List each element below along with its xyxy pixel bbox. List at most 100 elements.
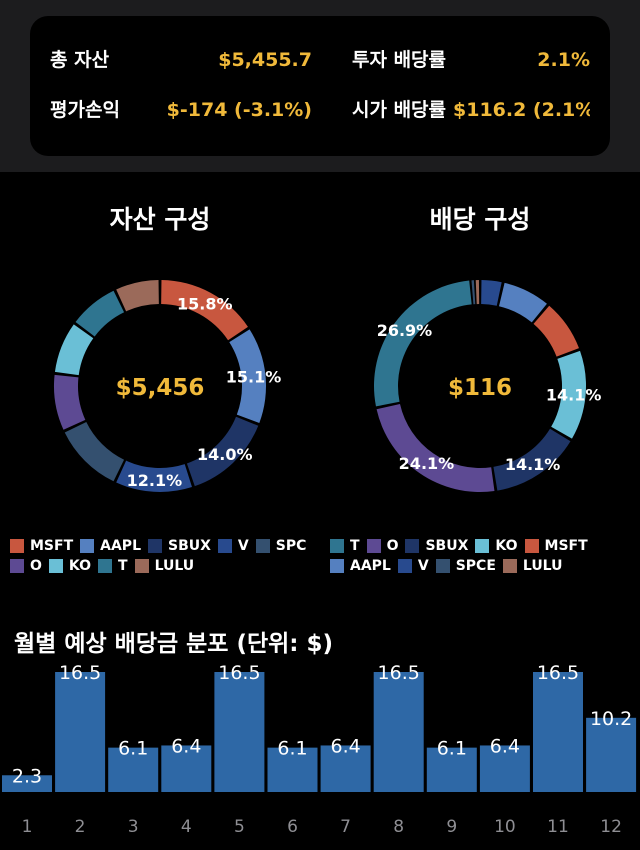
dividend-slice-label: 26.9% — [377, 321, 433, 340]
asset-slice-label: 15.8% — [177, 294, 233, 313]
asset-legend-label: O — [30, 558, 42, 574]
asset-chart-title: 자산 구성 — [109, 205, 211, 234]
dividend-slice-o — [376, 403, 495, 492]
dividend-slice-spce — [471, 280, 476, 305]
bar-month-8 — [373, 672, 424, 792]
month-tick-label: 12 — [600, 817, 622, 837]
monthly-bar-chart-title: 월별 예상 배당금 분포 (단위: $) — [14, 631, 334, 657]
bar-value-label: 10.2 — [590, 708, 632, 730]
asset-legend-swatch — [217, 539, 232, 553]
dividend-legend-item-ko: KO — [475, 536, 518, 556]
asset-legend: MSFT AAPL SBUX V SPC O KO T LULU — [10, 536, 322, 576]
asset-legend-swatch — [98, 559, 113, 573]
asset-legend-item-msft: MSFT — [10, 536, 73, 556]
asset-legend-item-ko: KO — [48, 556, 92, 576]
asset-slice-msft — [161, 280, 248, 341]
dividend-slice-aapl — [499, 282, 547, 323]
asset-slice-ko — [54, 324, 94, 376]
month-tick-label: 1 — [22, 817, 33, 837]
asset-legend-label: KO — [68, 558, 92, 574]
asset-legend-swatch — [48, 559, 63, 573]
bar-month-12 — [586, 717, 637, 792]
asset-legend-label: T — [118, 558, 128, 574]
asset-legend-item-sbux: SBUX — [148, 536, 211, 556]
dividend-legend-item-aapl: AAPL — [330, 556, 391, 576]
dividend-legend-item-spce: SPCE — [435, 556, 496, 576]
month-tick-label: 2 — [75, 817, 86, 837]
dividend-chart-title: 배당 구성 — [429, 205, 531, 234]
summary-card: 총 자산 $5,455.7 투자 배당률 2.1% 평가손익 $-174 (-3… — [30, 16, 610, 156]
month-tick-label: 9 — [446, 817, 457, 837]
invest-yield-value: 2.1% — [537, 49, 590, 71]
asset-legend-item-t: T — [98, 556, 128, 576]
monthly-dividend-bar-chart: 2.3 1 16.5 2 6.1 3 6.4 4 16.5 5 6.1 6 6.4 7 16.5 8 6.1 9 6… — [2, 662, 637, 837]
asset-legend-swatch — [80, 539, 95, 553]
bar-month-6 — [267, 747, 318, 792]
month-tick-label: 4 — [181, 817, 192, 837]
dividend-legend-label: V — [417, 558, 429, 574]
dividend-slice-ko — [551, 350, 586, 439]
dividend-slice-label: 24.1% — [399, 454, 455, 473]
dividend-slice-msft — [533, 305, 579, 357]
dividend-legend-item-t: T — [330, 536, 360, 556]
asset-donut-chart: 15.8% 15.1% 14.0% 12.1% $5,456 — [54, 280, 281, 492]
asset-legend-item-o: O — [10, 556, 42, 576]
month-tick-label: 10 — [494, 817, 516, 837]
bar-value-label: 16.5 — [537, 662, 579, 684]
bar-month-1 — [2, 775, 52, 792]
dividend-legend-swatch — [330, 559, 344, 573]
asset-legend-label: SBUX — [168, 538, 211, 554]
bar-month-11 — [533, 672, 583, 792]
bar-month-2 — [55, 672, 106, 792]
asset-legend-swatch — [10, 539, 24, 553]
dividend-legend-label: KO — [495, 538, 518, 554]
dividend-slice-v — [481, 280, 502, 306]
bar-value-label: 16.5 — [218, 662, 260, 684]
market-yield-label: 시가 배당률 — [352, 99, 447, 121]
asset-legend-swatch — [10, 559, 24, 573]
asset-center-total: $5,456 — [116, 375, 205, 401]
asset-legend-item-v: V — [217, 536, 249, 556]
month-tick-label: 7 — [340, 817, 351, 837]
asset-legend-item-aapl: AAPL — [80, 536, 141, 556]
asset-legend-label: MSFT — [30, 538, 74, 554]
asset-slice-v — [116, 460, 192, 492]
month-tick-label: 8 — [393, 817, 404, 837]
dividend-legend-item-lulu: LULU — [502, 556, 562, 576]
asset-slice-aapl — [229, 329, 266, 424]
total-assets-label: 총 자산 — [50, 49, 110, 71]
dividend-legend-swatch — [330, 539, 344, 553]
asset-legend-label: V — [237, 538, 249, 554]
dividend-legend-swatch — [502, 559, 517, 573]
bar-value-label: 6.1 — [277, 738, 307, 760]
bar-month-9 — [426, 747, 477, 792]
bar-month-4 — [161, 745, 212, 792]
dividend-legend-label: O — [386, 538, 399, 554]
bar-value-label: 6.1 — [118, 738, 148, 760]
dividend-legend-swatch — [435, 559, 450, 573]
month-tick-label: 6 — [287, 817, 298, 837]
month-tick-label: 3 — [128, 817, 139, 837]
dividend-slice-sbux — [493, 428, 571, 491]
asset-legend-item-lulu: LULU — [134, 556, 194, 576]
dividend-legend: T O SBUX KO MSFT AAPL V SPCE LULU — [330, 536, 640, 576]
dividend-slice-label: 14.1% — [505, 455, 561, 474]
bar-value-label: 6.1 — [437, 738, 467, 760]
dividend-slice-t — [374, 280, 472, 407]
bar-value-label: 2.3 — [12, 765, 42, 787]
dividend-legend-label: MSFT — [544, 538, 588, 554]
bar-month-7 — [320, 745, 371, 792]
dividend-legend-swatch — [366, 539, 381, 553]
asset-slice-label: 14.0% — [197, 445, 253, 464]
asset-slice-sbux — [186, 416, 259, 487]
month-tick-label: 11 — [547, 817, 569, 837]
asset-legend-label: AAPL — [100, 538, 141, 554]
dividend-slice-label: 14.1% — [546, 386, 602, 405]
asset-slice-label: 12.1% — [127, 471, 183, 490]
asset-slice-t — [75, 290, 125, 337]
dividend-legend-label: SPCE — [455, 558, 496, 574]
asset-slice-spce — [64, 421, 125, 482]
dividend-legend-label: AAPL — [350, 558, 391, 574]
dividend-legend-swatch — [524, 539, 539, 553]
asset-legend-swatch — [148, 539, 162, 553]
